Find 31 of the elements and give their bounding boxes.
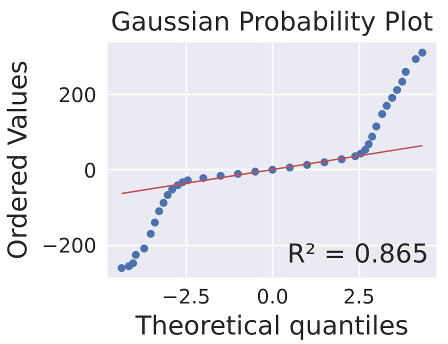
y-axis-title: Ordered Values [4, 60, 34, 260]
point [398, 78, 406, 86]
point [146, 230, 155, 238]
point [155, 207, 164, 216]
point [132, 250, 140, 259]
point [418, 48, 426, 57]
point [402, 68, 410, 76]
point [361, 146, 370, 154]
point [129, 259, 138, 268]
annotation: R² = 0.865 [287, 240, 429, 270]
x-tick-label: 2.5 [343, 284, 375, 308]
point [160, 198, 168, 207]
x-axis-title: Theoretical quantiles [134, 312, 409, 342]
point [140, 244, 148, 252]
point [368, 132, 376, 141]
point [364, 140, 373, 148]
point [118, 264, 126, 272]
point [382, 102, 391, 110]
y-tick-label: 0 [84, 158, 97, 182]
y-tick-label: 200 [58, 82, 97, 107]
point [378, 110, 386, 118]
point [372, 122, 380, 130]
point [164, 191, 172, 200]
point [388, 94, 396, 102]
chart-title: Gaussian Probability Plot [110, 8, 434, 38]
point [150, 218, 159, 227]
x-tick-label: 0.0 [256, 284, 288, 308]
y-tick-label: −200 [42, 234, 97, 258]
x-tick-label: −2.5 [162, 284, 210, 308]
point [412, 55, 420, 64]
point [393, 86, 402, 94]
